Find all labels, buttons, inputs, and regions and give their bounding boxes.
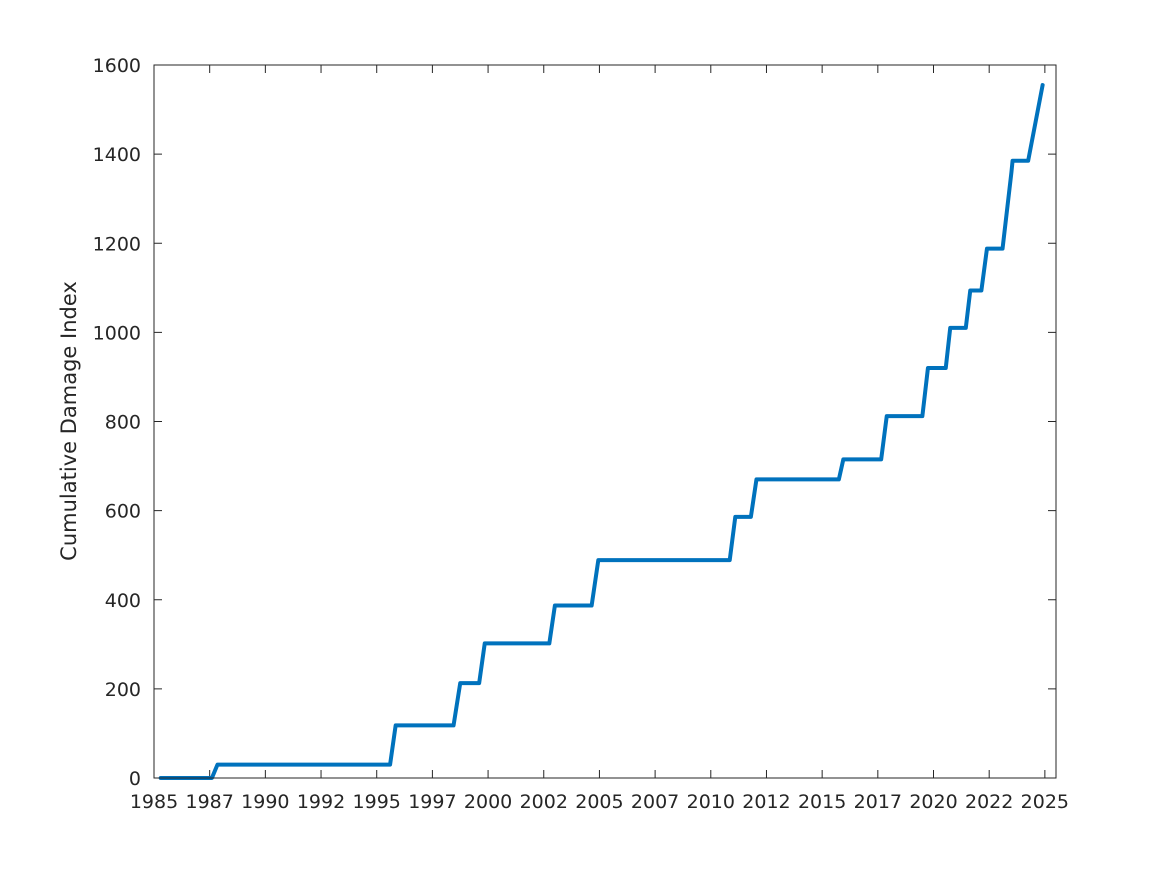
x-tick-label: 1997 xyxy=(408,791,456,813)
x-tick-label: 2000 xyxy=(464,791,512,813)
series-line xyxy=(158,83,1045,780)
plot-frame xyxy=(153,64,1057,779)
y-axis-title: Cumulative Damage Index xyxy=(57,281,81,561)
y-tick-label: 1600 xyxy=(93,55,141,77)
y-tick-label: 1000 xyxy=(93,322,141,344)
y-tick-label: 600 xyxy=(105,501,141,523)
x-tick-label: 2007 xyxy=(631,791,679,813)
y-tick-label: 200 xyxy=(105,679,141,701)
x-tick-label: 1987 xyxy=(185,791,233,813)
x-tick-label: 2010 xyxy=(687,791,735,813)
x-tick-label: 1990 xyxy=(241,791,289,813)
x-tick-label: 2017 xyxy=(854,791,902,813)
x-tick-label: 2002 xyxy=(520,791,568,813)
axis-ticks xyxy=(153,64,1056,779)
y-tick-label: 800 xyxy=(105,412,141,434)
x-tick-label: 2005 xyxy=(575,791,623,813)
y-tick-label: 0 xyxy=(129,768,141,790)
x-tick-label: 2025 xyxy=(1021,791,1069,813)
y-tick-labels: 0 200 400 600 800 1000 1200 1400 1600 xyxy=(93,55,141,790)
y-tick-label: 1200 xyxy=(93,233,141,255)
x-tick-label: 1992 xyxy=(297,791,345,813)
x-tick-label: 2020 xyxy=(909,791,957,813)
x-tick-label: 2022 xyxy=(965,791,1013,813)
x-tick-label: 2012 xyxy=(742,791,790,813)
x-tick-labels: 1985 1987 1990 1992 1995 1997 2000 2002 2005 2007… xyxy=(130,791,1069,813)
x-tick-label: 2015 xyxy=(798,791,846,813)
series-layer xyxy=(158,83,1045,780)
y-tick-label: 400 xyxy=(105,590,141,612)
x-tick-label: 1995 xyxy=(353,791,401,813)
y-tick-label: 1400 xyxy=(93,144,141,166)
x-tick-label: 1985 xyxy=(130,791,178,813)
plot-area xyxy=(154,65,1056,778)
